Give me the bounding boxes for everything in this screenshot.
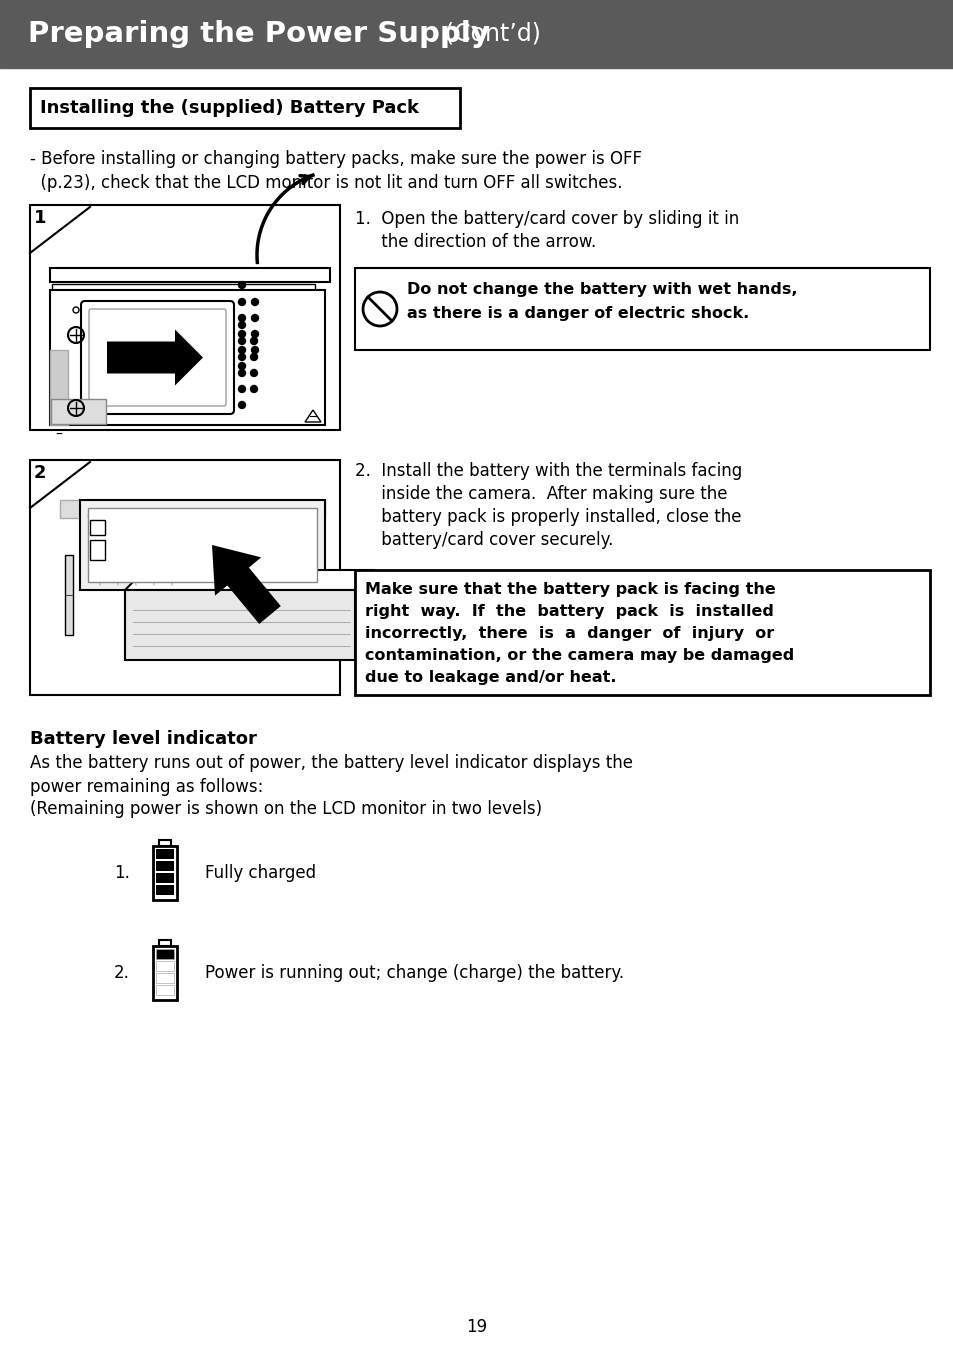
- Polygon shape: [50, 268, 330, 282]
- Polygon shape: [355, 570, 375, 660]
- Text: Make sure that the battery pack is facing the: Make sure that the battery pack is facin…: [365, 582, 775, 597]
- Circle shape: [252, 299, 258, 305]
- Bar: [156, 861, 173, 872]
- Text: Installing the (supplied) Battery Pack: Installing the (supplied) Battery Pack: [40, 100, 418, 117]
- Bar: [156, 873, 173, 884]
- Text: right  way.  If  the  battery  pack  is  installed: right way. If the battery pack is instal…: [365, 604, 773, 619]
- Bar: [156, 960, 173, 971]
- Text: power remaining as follows:: power remaining as follows:: [30, 777, 263, 796]
- Bar: [156, 950, 173, 959]
- Circle shape: [251, 370, 257, 377]
- Bar: [60, 500, 325, 518]
- Text: 2: 2: [34, 464, 47, 482]
- Circle shape: [251, 386, 257, 393]
- Text: Preparing the Power Supply: Preparing the Power Supply: [28, 20, 499, 48]
- Text: battery/card cover securely.: battery/card cover securely.: [355, 531, 613, 549]
- Bar: [65, 555, 73, 635]
- Bar: [50, 350, 68, 425]
- Text: due to leakage and/or heat.: due to leakage and/or heat.: [365, 670, 616, 685]
- Polygon shape: [107, 330, 203, 386]
- Polygon shape: [52, 284, 314, 291]
- FancyBboxPatch shape: [81, 301, 233, 414]
- Text: (Remaining power is shown on the LCD monitor in two levels): (Remaining power is shown on the LCD mon…: [30, 800, 541, 818]
- Bar: [51, 399, 106, 424]
- Text: 1.: 1.: [114, 863, 130, 882]
- Circle shape: [238, 354, 245, 360]
- Text: the direction of the arrow.: the direction of the arrow.: [355, 233, 596, 252]
- Text: (Cont’d): (Cont’d): [444, 22, 540, 46]
- Bar: [156, 885, 173, 894]
- Bar: [355, 570, 929, 695]
- Circle shape: [252, 347, 258, 354]
- Bar: [80, 500, 325, 590]
- Bar: [90, 521, 105, 535]
- Bar: [156, 985, 173, 995]
- Circle shape: [238, 370, 245, 377]
- Circle shape: [238, 363, 245, 370]
- Circle shape: [238, 315, 245, 321]
- Text: 1: 1: [34, 208, 47, 227]
- Circle shape: [251, 354, 257, 360]
- Text: –: –: [55, 428, 62, 443]
- FancyBboxPatch shape: [89, 309, 226, 406]
- Circle shape: [238, 338, 245, 344]
- Bar: [125, 590, 355, 660]
- Text: 1.  Open the battery/card cover by sliding it in: 1. Open the battery/card cover by slidin…: [355, 210, 739, 229]
- Text: Do not change the battery with wet hands,: Do not change the battery with wet hands…: [407, 282, 797, 297]
- Bar: [88, 508, 316, 582]
- Circle shape: [238, 402, 245, 409]
- Circle shape: [252, 315, 258, 321]
- Bar: [152, 846, 177, 900]
- Text: Power is running out; change (charge) the battery.: Power is running out; change (charge) th…: [205, 964, 623, 982]
- Bar: [30, 87, 459, 128]
- Circle shape: [238, 321, 245, 328]
- Text: battery pack is properly installed, close the: battery pack is properly installed, clos…: [355, 508, 740, 526]
- Bar: [159, 841, 171, 846]
- Text: 2.: 2.: [114, 964, 130, 982]
- Text: (p.23), check that the LCD monitor is not lit and turn OFF all switches.: (p.23), check that the LCD monitor is no…: [30, 174, 622, 192]
- Text: Fully charged: Fully charged: [205, 863, 315, 882]
- Text: inside the camera.  After making sure the: inside the camera. After making sure the: [355, 486, 727, 503]
- Text: contamination, or the camera may be damaged: contamination, or the camera may be dama…: [365, 648, 794, 663]
- Bar: [156, 972, 173, 983]
- Circle shape: [252, 331, 258, 338]
- Bar: [30, 204, 339, 430]
- Circle shape: [238, 347, 245, 354]
- Text: as there is a danger of electric shock.: as there is a danger of electric shock.: [407, 307, 748, 321]
- Circle shape: [251, 338, 257, 344]
- Text: As the battery runs out of power, the battery level indicator displays the: As the battery runs out of power, the ba…: [30, 755, 633, 772]
- Text: 2.  Install the battery with the terminals facing: 2. Install the battery with the terminal…: [355, 461, 741, 480]
- Text: Battery level indicator: Battery level indicator: [30, 730, 256, 748]
- Circle shape: [238, 386, 245, 393]
- Circle shape: [238, 299, 245, 305]
- Polygon shape: [125, 570, 375, 590]
- Bar: [0, 0, 953, 69]
- Circle shape: [238, 331, 245, 338]
- Bar: [50, 291, 325, 425]
- Text: 19: 19: [466, 1318, 487, 1336]
- Polygon shape: [212, 545, 280, 624]
- Text: incorrectly,  there  is  a  danger  of  injury  or: incorrectly, there is a danger of injury…: [365, 625, 774, 642]
- Bar: [156, 849, 173, 859]
- Circle shape: [238, 281, 245, 288]
- Text: - Before installing or changing battery packs, make sure the power is OFF: - Before installing or changing battery …: [30, 151, 641, 168]
- Bar: [355, 268, 929, 350]
- Bar: [30, 460, 339, 695]
- Bar: [90, 539, 105, 560]
- Bar: [152, 946, 177, 999]
- Bar: [159, 940, 171, 946]
